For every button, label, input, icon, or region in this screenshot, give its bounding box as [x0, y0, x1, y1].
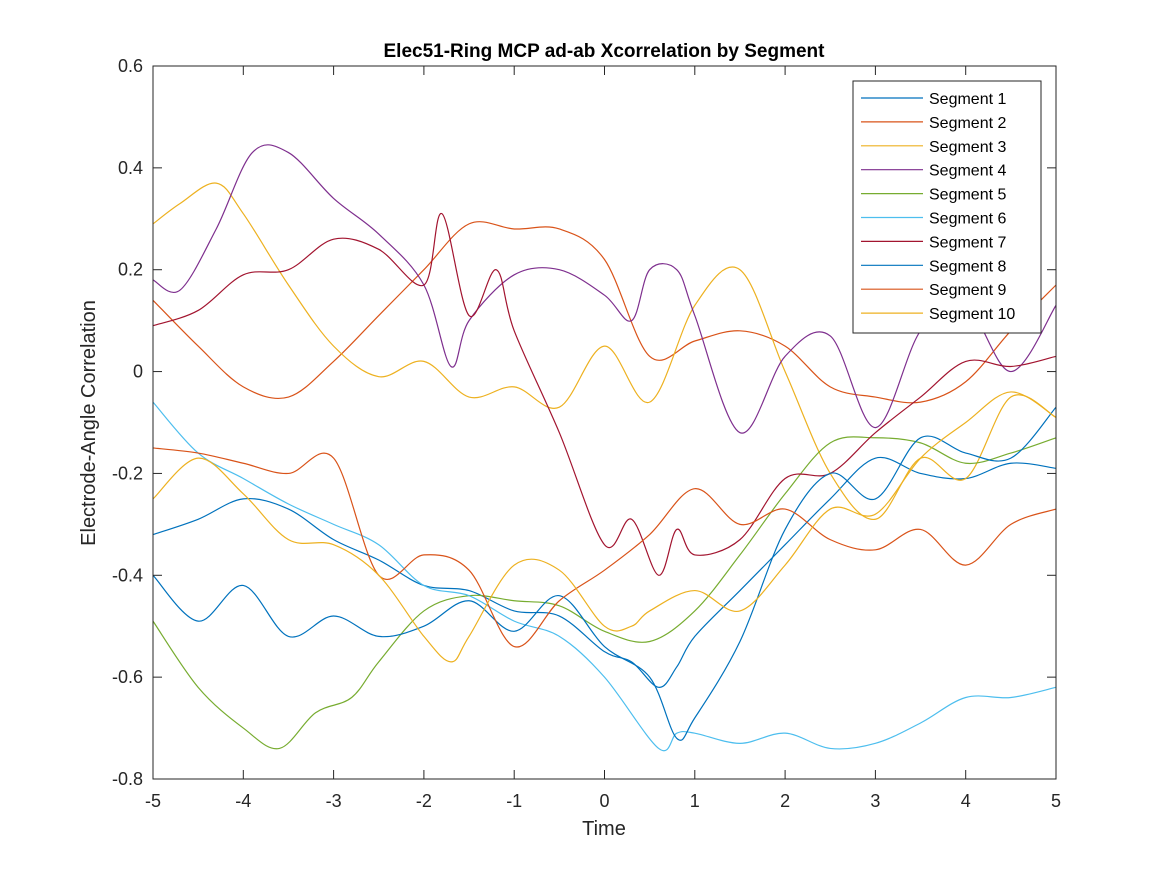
legend-item-label: Segment 1 [929, 91, 1006, 108]
y-tick-label: -0.2 [112, 463, 143, 483]
legend-item-label: Segment 8 [929, 258, 1006, 275]
legend-item-label: Segment 2 [929, 115, 1006, 132]
legend-item-label: Segment 10 [929, 306, 1015, 323]
x-tick-label: 3 [870, 791, 880, 811]
chart-title: Elec51-Ring MCP ad-ab Xcorrelation by Se… [384, 41, 826, 62]
x-tick-label: -5 [145, 791, 161, 811]
legend-item-label: Segment 5 [929, 187, 1006, 204]
y-tick-label: 0.6 [118, 56, 143, 76]
series-line-6 [152, 401, 1057, 752]
x-tick-label: 5 [1051, 791, 1061, 811]
y-axis-label: Electrode-Angle Correlation [78, 300, 100, 546]
y-tick-label: 0 [133, 362, 143, 382]
x-tick-label: -2 [416, 791, 432, 811]
series-line-8 [152, 406, 1057, 741]
y-tick-label: -0.6 [112, 667, 143, 687]
x-tick-label: -3 [326, 791, 342, 811]
y-axis-ticks: -0.8 -0.6 -0.4 -0.2 0 0.2 0.4 0.6 [112, 56, 1056, 789]
series-lines [152, 144, 1057, 752]
x-tick-label: 2 [780, 791, 790, 811]
x-tick-label: 1 [690, 791, 700, 811]
legend: Segment 1 Segment 2 Segment 3 Segment 4 Segm… [852, 80, 1042, 334]
y-tick-label: -0.4 [112, 565, 143, 585]
series-line-1 [152, 456, 1057, 688]
x-axis-label: Time [582, 818, 626, 840]
series-line-3 [152, 182, 1057, 520]
legend-item-label: Segment 9 [929, 282, 1006, 299]
series-line-9 [152, 447, 1057, 648]
legend-item-label: Segment 3 [929, 139, 1006, 156]
y-tick-label: 0.4 [118, 158, 143, 178]
x-tick-label: 0 [599, 791, 609, 811]
y-tick-label: -0.8 [112, 769, 143, 789]
legend-item-label: Segment 7 [929, 234, 1006, 251]
x-axis-ticks: -5 -4 -3 -2 -1 0 1 2 3 4 5 [145, 66, 1061, 811]
legend-item-label: Segment 4 [929, 163, 1006, 180]
series-line-2 [152, 221, 1057, 404]
x-tick-label: 4 [961, 791, 971, 811]
series-line-10 [152, 391, 1057, 663]
series-line-7 [152, 213, 1057, 576]
legend-item-label: Segment 6 [929, 211, 1006, 228]
x-tick-label: -4 [235, 791, 251, 811]
series-line-4 [152, 144, 1057, 434]
x-tick-label: -1 [506, 791, 522, 811]
legend-box [852, 80, 1042, 334]
y-tick-label: 0.2 [118, 260, 143, 280]
